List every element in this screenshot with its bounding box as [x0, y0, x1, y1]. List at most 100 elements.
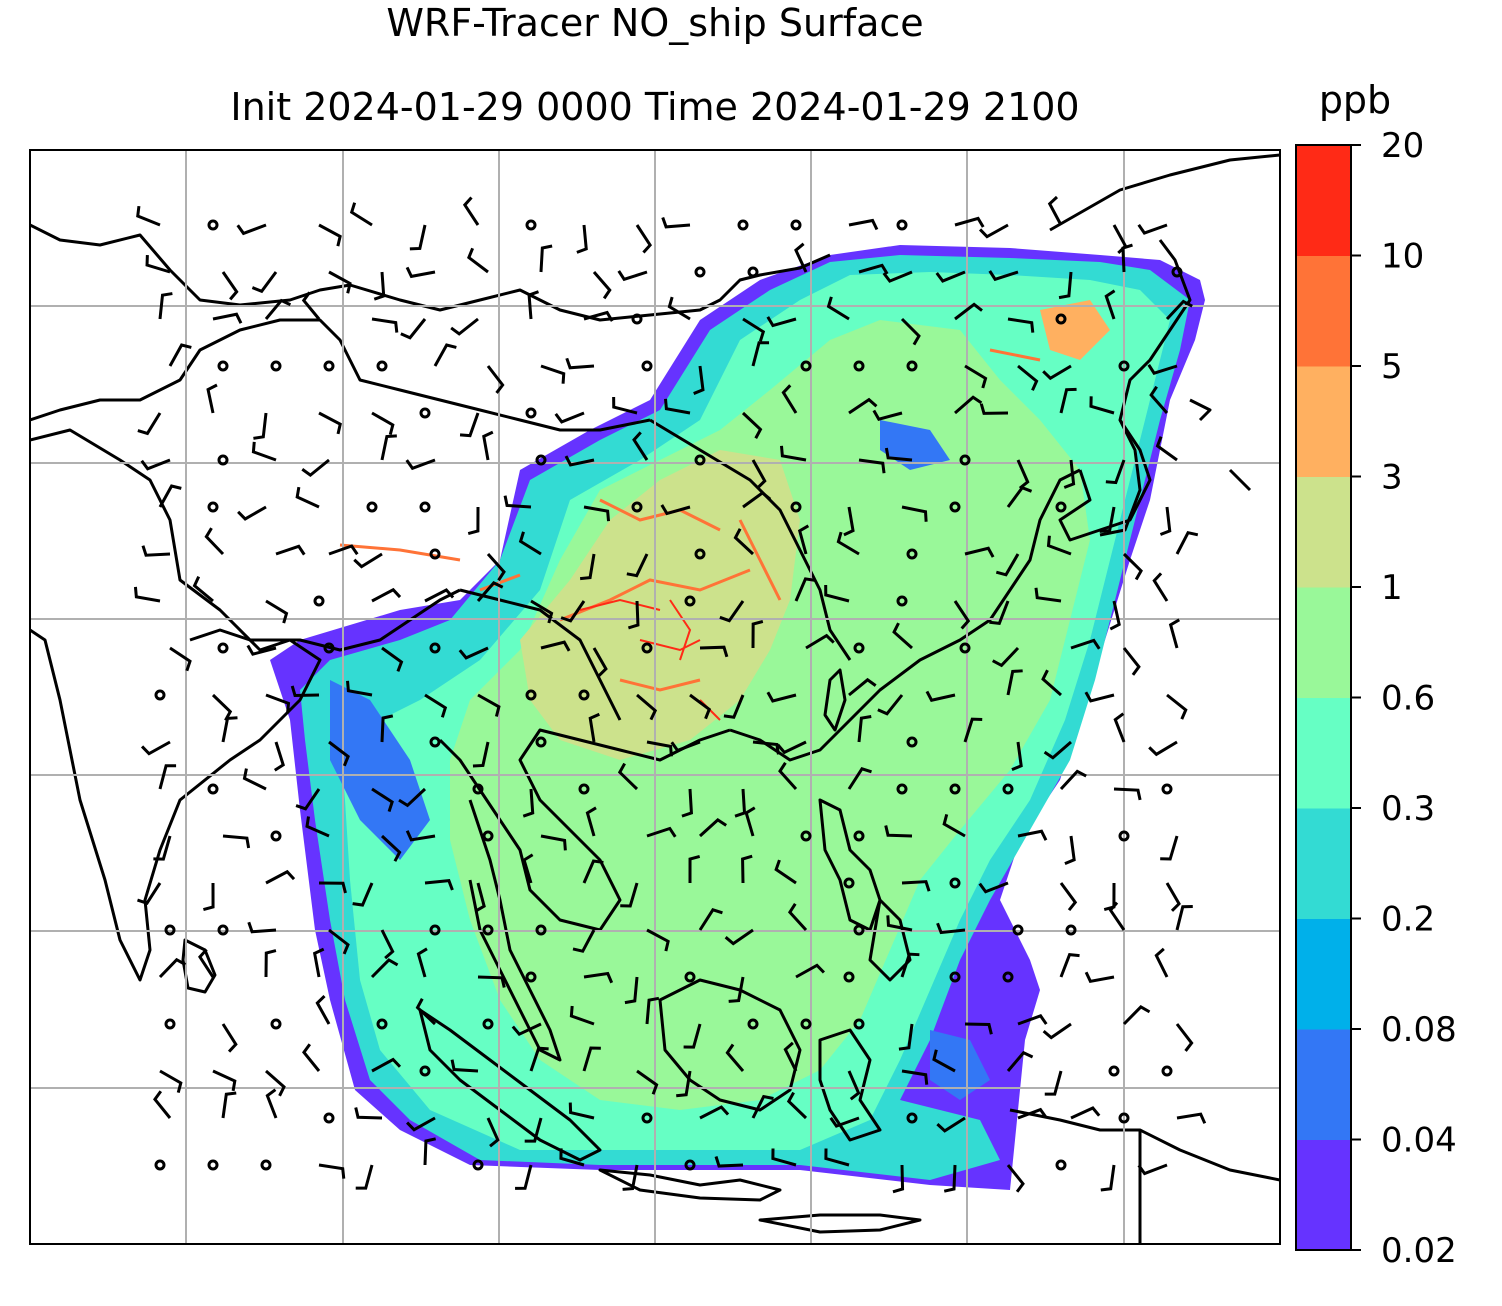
wind-barb — [1070, 1106, 1101, 1120]
wind-barb — [932, 1049, 956, 1073]
wind-barb — [592, 647, 608, 677]
wind-barb — [482, 430, 494, 461]
colorbar-segment — [1296, 145, 1351, 256]
wind-barb — [265, 1088, 278, 1119]
wind-barb — [486, 1117, 500, 1148]
wind-barb — [646, 826, 677, 838]
coastline-india — [30, 428, 322, 982]
wind-calm-marker — [472, 1159, 484, 1171]
wind-calm-marker — [429, 736, 441, 748]
wind-barb — [836, 531, 860, 556]
wind-barb — [458, 646, 489, 660]
wind-barb — [222, 834, 251, 849]
wind-barb — [424, 588, 455, 603]
wind-calm-marker — [207, 501, 219, 513]
wind-barb — [858, 458, 886, 474]
wind-barb — [612, 397, 638, 415]
wind-barb — [892, 1164, 905, 1194]
wind-barb — [371, 587, 402, 603]
wind-barb — [824, 1148, 850, 1167]
wind-barb — [989, 600, 1010, 625]
wind-barb — [518, 531, 542, 556]
wind-barb — [751, 459, 767, 489]
wind-barb — [560, 600, 586, 623]
wind-barb — [751, 620, 764, 649]
wind-barb — [346, 680, 373, 697]
wind-barb — [141, 545, 171, 557]
wind-barb — [1017, 364, 1039, 391]
wind-calm-marker — [684, 971, 696, 983]
wind-barb — [1089, 396, 1115, 415]
field-elevated-layer — [520, 450, 800, 760]
wind-barb — [529, 1046, 549, 1072]
wind-barb — [1017, 1014, 1048, 1026]
wind-barb — [1059, 952, 1080, 978]
wind-barb — [778, 761, 798, 791]
wind-calm-marker — [207, 1159, 219, 1171]
wind-barb — [1011, 741, 1023, 772]
wind-calm-marker — [790, 219, 802, 231]
wind-barb — [1113, 787, 1142, 801]
wind-barb — [1104, 289, 1116, 320]
wind-barb — [572, 929, 596, 953]
colorbar-tick-label: 0.3 — [1381, 789, 1435, 829]
wind-barb — [1152, 572, 1169, 602]
border-internal-2 — [459, 588, 622, 721]
wind-barb — [251, 271, 278, 294]
wind-barb — [265, 693, 291, 714]
wind-barb — [1059, 882, 1078, 912]
wind-barb — [1121, 243, 1133, 273]
wind-barb — [1059, 387, 1077, 414]
wind-barb — [583, 310, 614, 322]
wind-barb — [963, 717, 983, 743]
wind-barb — [795, 963, 826, 979]
wind-barb — [635, 224, 653, 254]
wind-barb — [1122, 552, 1143, 581]
wind-calm-marker — [429, 924, 441, 936]
wind-barb — [787, 903, 808, 932]
wind-barb — [617, 762, 639, 791]
wind-barb — [964, 364, 988, 389]
wind-barb — [660, 504, 691, 516]
wind-barb — [406, 1116, 436, 1132]
wind-barb — [486, 365, 505, 394]
wind-barb — [400, 318, 427, 340]
wind-barb — [459, 412, 480, 438]
wind-barb — [1160, 835, 1179, 861]
wind-calm-marker — [641, 1112, 653, 1124]
wind-barb — [423, 1137, 437, 1166]
wind-calm-marker — [1161, 1065, 1173, 1077]
wind-calm-marker — [800, 830, 812, 842]
colorbar-segment — [1296, 918, 1351, 1030]
wind-barb — [221, 271, 239, 301]
wind-barb — [954, 216, 985, 228]
wind-barb — [371, 787, 394, 813]
wind-barb — [301, 458, 330, 478]
wind-barb — [158, 292, 173, 320]
wind-barb — [328, 270, 352, 294]
wind-barb — [1034, 587, 1062, 603]
wind-barb — [936, 1116, 966, 1133]
wind-barb — [1108, 901, 1126, 931]
wind-barb — [405, 266, 436, 279]
wind-barb — [153, 835, 172, 861]
wind-barb — [1109, 600, 1121, 631]
wind-barb — [295, 486, 320, 509]
wind-barb — [1122, 647, 1141, 676]
wind-barb — [295, 788, 321, 811]
wind-barb — [829, 1116, 860, 1128]
wind-calm-marker — [270, 1018, 282, 1030]
wind-barb — [766, 316, 797, 328]
wind-barb — [1042, 1022, 1072, 1040]
wind-barb — [579, 553, 596, 581]
wind-barb — [954, 302, 983, 321]
wind-barb — [1137, 223, 1168, 235]
wind-barb — [153, 1090, 172, 1119]
colorbar-tick-label: 5 — [1381, 347, 1403, 387]
coastline-borneo — [658, 978, 802, 1112]
wind-barb — [503, 495, 532, 509]
wind-barb — [786, 1091, 808, 1120]
wind-calm-marker — [631, 313, 643, 325]
colorbar-segment — [1296, 1139, 1351, 1251]
